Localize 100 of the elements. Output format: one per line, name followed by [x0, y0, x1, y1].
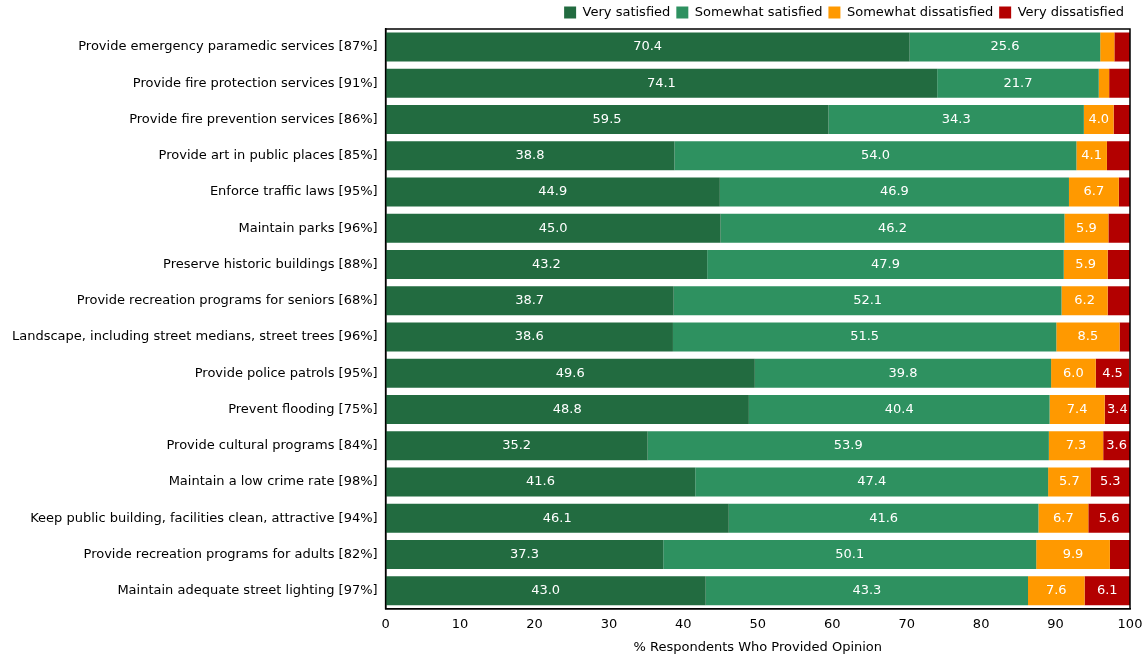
bar	[385, 395, 749, 424]
data-label: 59.5	[592, 110, 622, 126]
data-label: 4.0	[1088, 110, 1110, 126]
bar	[385, 431, 648, 461]
x-axis-title: % Respondents Who Provided Opinion	[633, 638, 883, 654]
data-label: 74.1	[646, 74, 676, 90]
data-label: 7.6	[1045, 582, 1067, 598]
data-label: 47.9	[870, 255, 900, 271]
data-label: 44.9	[538, 183, 568, 199]
bar	[385, 68, 938, 98]
bar	[385, 358, 755, 388]
bar	[673, 286, 1062, 316]
bar	[754, 358, 1052, 388]
data-label: 5.3	[1099, 473, 1121, 489]
data-label: 25.6	[990, 38, 1020, 54]
data-label: 52.1	[853, 292, 883, 308]
y-tick-label: Provide fire prevention services [86%]	[129, 110, 378, 126]
data-label: 38.7	[515, 292, 545, 308]
bar	[385, 467, 696, 497]
data-label: 38.8	[515, 147, 545, 163]
data-label: 4.1	[1081, 147, 1103, 163]
y-tick-label: Prevent flooding [75%]	[228, 400, 378, 416]
bar	[385, 177, 720, 207]
data-label: 3.4	[1107, 400, 1128, 416]
bar	[1107, 286, 1130, 316]
data-label: 7.4	[1066, 400, 1088, 416]
bar	[1064, 213, 1109, 243]
data-label: 49.6	[555, 364, 585, 380]
y-tick-label: Provide recreation programs for seniors [68%]	[76, 292, 378, 308]
bar	[1114, 32, 1130, 62]
data-label: 46.1	[542, 509, 572, 525]
y-tick-label: Maintain parks [96%]	[238, 219, 378, 235]
data-label: 46.2	[878, 219, 908, 235]
bar	[1108, 213, 1130, 243]
bar	[1118, 177, 1130, 207]
bar	[1038, 503, 1089, 533]
data-label: 46.9	[879, 183, 909, 199]
bar	[1088, 503, 1130, 533]
y-tick-label: Landscape, including street medians, street trees [96%]	[11, 328, 378, 344]
data-label: 6.7	[1083, 183, 1105, 199]
data-label: 7.3	[1065, 437, 1087, 453]
bar	[695, 467, 1049, 497]
x-tick-label: 10	[451, 615, 469, 631]
data-label: 3.6	[1106, 437, 1127, 453]
data-label: 43.3	[852, 582, 882, 598]
bar	[647, 431, 1049, 461]
y-tick-label: Provide recreation programs for adults [82%]	[83, 545, 378, 561]
bar	[1061, 286, 1108, 316]
data-label: 53.9	[833, 437, 863, 453]
x-tick-label: 60	[823, 615, 841, 631]
data-label: 5.9	[1075, 255, 1097, 271]
y-tick-label: Preserve historic buildings [88%]	[163, 255, 378, 271]
bar	[385, 105, 829, 135]
y-tick-label: Maintain a low crime rate [98%]	[168, 473, 378, 489]
bar	[385, 250, 708, 280]
bar	[1113, 105, 1130, 135]
data-label: 41.6	[525, 473, 555, 489]
data-label: 4.5	[1102, 364, 1123, 380]
bar	[385, 286, 674, 316]
bar	[674, 141, 1077, 171]
legend-label: Somewhat dissatisfied	[846, 3, 994, 19]
bar	[1051, 358, 1096, 388]
bar	[1098, 68, 1110, 98]
bar	[1056, 322, 1120, 352]
x-tick-label: 90	[1047, 615, 1064, 631]
bar	[385, 503, 729, 533]
y-tick-label: Provide art in public places [85%]	[158, 147, 378, 163]
bar	[728, 503, 1039, 533]
x-tick-label: 50	[749, 615, 767, 631]
data-label: 8.5	[1077, 328, 1099, 344]
data-label: 38.6	[514, 328, 544, 344]
bar	[909, 32, 1101, 62]
x-tick-label: 0	[381, 615, 390, 631]
bar	[1063, 250, 1108, 280]
bar	[720, 213, 1065, 243]
bar	[672, 322, 1057, 352]
bar	[719, 177, 1069, 207]
bar	[1049, 395, 1105, 424]
data-label: 9.9	[1062, 545, 1084, 561]
x-tick-label: 30	[600, 615, 618, 631]
y-tick-label: Provide police patrols [95%]	[194, 364, 378, 380]
bar	[385, 576, 706, 606]
bar	[1036, 539, 1110, 569]
bar	[1100, 32, 1115, 62]
bar	[1109, 539, 1130, 569]
bar	[705, 576, 1029, 606]
x-tick-label: 20	[526, 615, 543, 631]
data-label: 47.4	[857, 473, 887, 489]
legend-label: Very dissatisfied	[1017, 3, 1125, 19]
data-label: 6.7	[1053, 509, 1074, 525]
x-tick-label: 80	[972, 615, 990, 631]
x-tick-label: 100	[1117, 615, 1143, 631]
bar	[385, 32, 910, 62]
bar	[748, 395, 1050, 424]
bar	[1076, 141, 1107, 171]
bar	[385, 322, 673, 352]
y-tick-label: Provide fire protection services [91%]	[132, 74, 378, 90]
bar	[385, 141, 675, 171]
data-label: 6.1	[1096, 582, 1118, 598]
bar	[1028, 576, 1085, 606]
